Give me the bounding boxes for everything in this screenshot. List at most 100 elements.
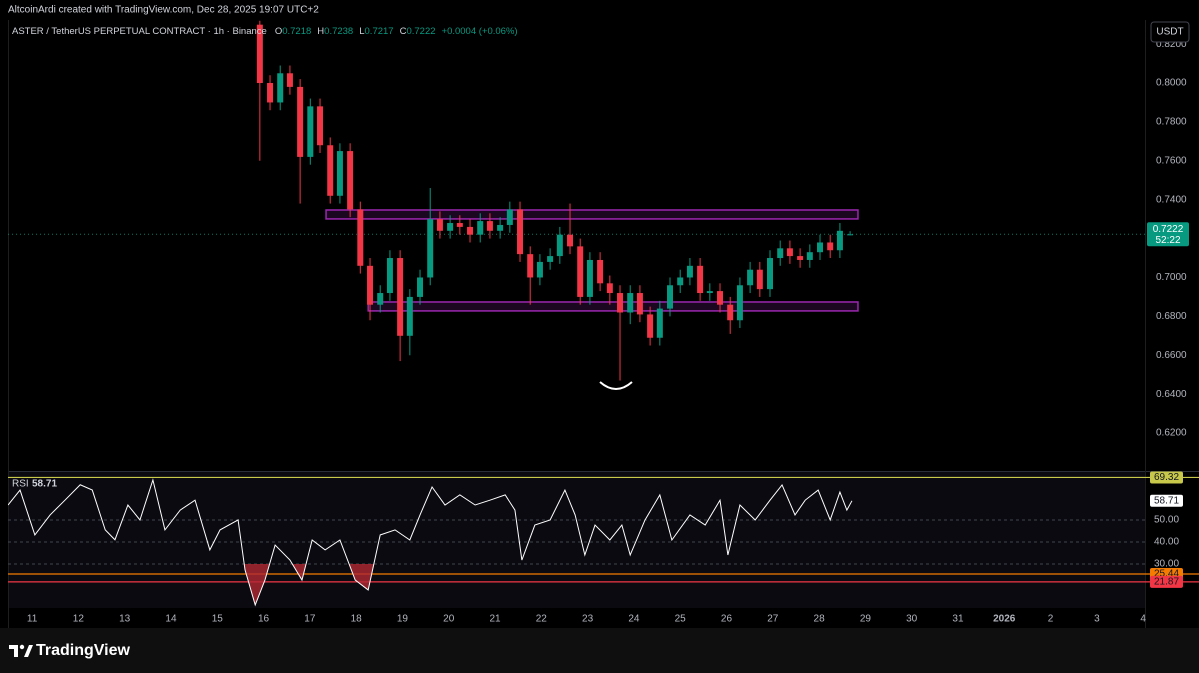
logo-mark [9, 645, 18, 657]
candle-body [586, 259, 593, 297]
price-tick-label: 0.7000 [1156, 272, 1187, 283]
candle-body [717, 291, 724, 305]
time-tick-label: 20 [443, 614, 455, 625]
candle-body [636, 293, 643, 315]
price-tick-label: 0.7400 [1156, 194, 1187, 205]
rsi-level-box [1150, 575, 1183, 588]
candle-body [256, 24, 263, 84]
footer-bar [0, 628, 1199, 673]
price-tick-label: 0.7800 [1156, 117, 1187, 128]
rsi-tick-label: 40.00 [1154, 537, 1179, 548]
candle-body [327, 145, 334, 196]
candle-body [506, 209, 513, 225]
legend-ohlc-label: L [359, 26, 364, 37]
time-tick-label: 23 [582, 614, 594, 625]
candle-body [577, 246, 584, 297]
price-zone [367, 301, 859, 312]
time-tick-label: 21 [489, 614, 501, 625]
price-tick-label: 0.6600 [1156, 350, 1187, 361]
brand-logo [9, 644, 33, 657]
candle-body [467, 226, 474, 235]
candle-body [556, 234, 563, 257]
countdown-label: 52:22 [1155, 235, 1180, 246]
candle-body [267, 83, 274, 103]
legend-ohlc-value: 0.7217 [365, 26, 394, 37]
price-tick-label: 0.7600 [1156, 155, 1187, 166]
time-tick-label: 30 [906, 614, 918, 625]
price-tick-label: 0.6200 [1156, 428, 1187, 439]
price-tick-label: 0.8000 [1156, 78, 1187, 89]
logo-mark [24, 645, 33, 657]
time-tick-label: 22 [536, 614, 548, 625]
candle-body [397, 258, 404, 336]
candle-body [706, 291, 713, 294]
legend-symbol: ASTER / TetherUS PERPETUAL CONTRACT · 1h… [12, 26, 267, 37]
currency-button[interactable] [1150, 21, 1190, 43]
candle-body [617, 293, 624, 313]
legend-ohlc-label: C [400, 26, 407, 37]
annotation-arc [599, 381, 633, 390]
time-tick-label: 18 [351, 614, 363, 625]
candle-body [756, 269, 763, 290]
candle-body [797, 256, 804, 260]
rsi-oversold-fill [244, 563, 374, 605]
time-tick-label: 2026 [993, 614, 1016, 625]
rsi-level-box [1150, 471, 1183, 484]
candle-body [456, 223, 463, 227]
time-tick-label: 17 [304, 614, 316, 625]
candle-body [817, 242, 824, 253]
legend-change: +0.0004 (+0.06%) [442, 26, 518, 37]
time-tick-label: 31 [952, 614, 964, 625]
candle-body [606, 283, 613, 294]
candle-body [417, 277, 424, 297]
candle-body [336, 151, 343, 196]
rsi-legend-value: 58.71 [32, 479, 57, 490]
candle-body [486, 221, 493, 231]
price-tick-label: 0.6400 [1156, 389, 1187, 400]
candle-body [536, 261, 543, 278]
candle-body [836, 230, 843, 251]
candle-body [627, 293, 634, 313]
time-tick-label: 14 [165, 614, 177, 625]
candle-body [656, 308, 663, 338]
price-tick-label: 0.8200 [1156, 39, 1187, 50]
candle-body [357, 209, 364, 266]
price-tick-label: 0.6800 [1156, 311, 1187, 322]
rsi-pane-content [8, 476, 1199, 607]
rsi-line [8, 478, 853, 607]
candle-body [527, 254, 534, 278]
legend-ohlc-value: 0.7222 [406, 26, 435, 37]
price-pane [8, 20, 1145, 381]
rsi-value-label: 58.71 [1154, 495, 1179, 506]
candle-body [727, 304, 734, 321]
legend-ohlc-value: 0.7238 [324, 26, 353, 37]
rsi-level-label: 69.32 [1154, 472, 1179, 483]
price-zone [325, 209, 859, 220]
candle-body [827, 242, 834, 251]
candle-body [297, 86, 304, 157]
time-tick-label: 24 [628, 614, 640, 625]
candle-body [477, 221, 484, 235]
rsi-level-label: 25.44 [1154, 569, 1179, 580]
currency-button-label[interactable]: USDT [1156, 27, 1183, 38]
candle-body [547, 256, 554, 262]
time-tick-label: 19 [397, 614, 409, 625]
time-tick-label: 25 [675, 614, 687, 625]
candle-body [436, 219, 443, 231]
candle-body [447, 223, 454, 231]
candle-body [497, 224, 504, 231]
candle-body [427, 219, 434, 278]
candle-body [747, 269, 754, 286]
logo-mark [19, 644, 25, 650]
candle-body [597, 259, 604, 284]
rsi-tick-label: 30.00 [1154, 559, 1179, 570]
time-tick-label: 26 [721, 614, 733, 625]
time-tick-label: 27 [767, 614, 779, 625]
last-price-box [1147, 222, 1189, 247]
axes: 0.62000.64000.66000.68000.70000.72000.74… [27, 39, 1189, 625]
candle-body [667, 285, 674, 309]
symbol-legend: ASTER / TetherUS PERPETUAL CONTRACT · 1h… [12, 26, 518, 37]
candle-body [647, 314, 654, 338]
last-price-label: 0.7222 [1153, 224, 1184, 235]
